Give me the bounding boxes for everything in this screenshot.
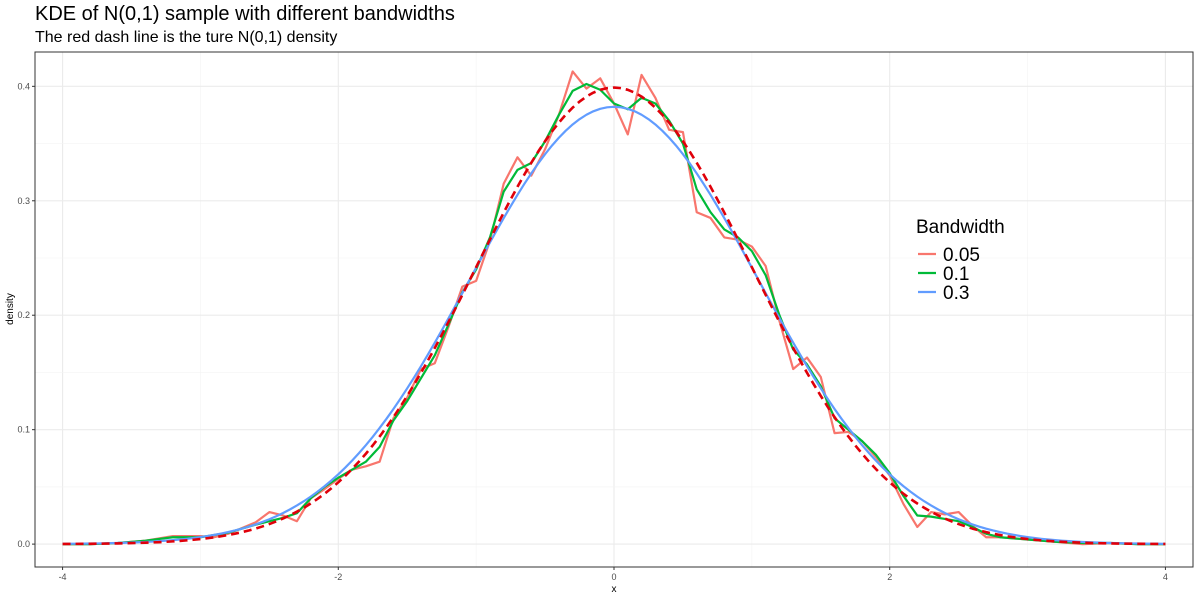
legend-title: Bandwidth: [916, 217, 1005, 238]
x-tick-label: -4: [59, 572, 67, 582]
true-density-line: [62, 86, 1166, 546]
y-tick-label: 0.4: [17, 81, 30, 91]
x-tick-label: 2: [887, 572, 892, 582]
y-tick-label: 0.3: [17, 196, 30, 206]
legend-entry-label: 0.3: [943, 283, 969, 304]
legend-entry-label: 0.1: [943, 264, 969, 285]
chart-subtitle: The red dash line is the ture N(0,1) den…: [35, 29, 337, 46]
chart-title: KDE of N(0,1) sample with different band…: [35, 3, 455, 25]
series-line-bw-0.05: [62, 70, 1166, 546]
y-tick-label: 0.2: [17, 310, 30, 320]
x-axis-title: x: [612, 584, 617, 595]
x-tick-label: 4: [1163, 572, 1168, 582]
series-line-bw-0.3: [62, 105, 1166, 545]
y-tick-label: 0.1: [17, 425, 30, 435]
x-tick-label: -2: [334, 572, 342, 582]
legend: Bandwidth 0.050.10.3: [916, 217, 1005, 304]
series-layer: [62, 70, 1166, 546]
x-axis-ticks: -4 -2 0 2 4: [59, 567, 1168, 582]
legend-entry-label: 0.05: [943, 245, 980, 266]
x-tick-label: 0: [611, 572, 616, 582]
y-axis-title: density: [5, 293, 16, 325]
y-tick-label: 0.0: [17, 539, 30, 549]
y-axis-ticks: 0.0 0.1 0.2 0.3 0.4: [17, 81, 35, 549]
grid-lines: [35, 52, 1193, 567]
plot-panel: [34, 51, 1194, 568]
